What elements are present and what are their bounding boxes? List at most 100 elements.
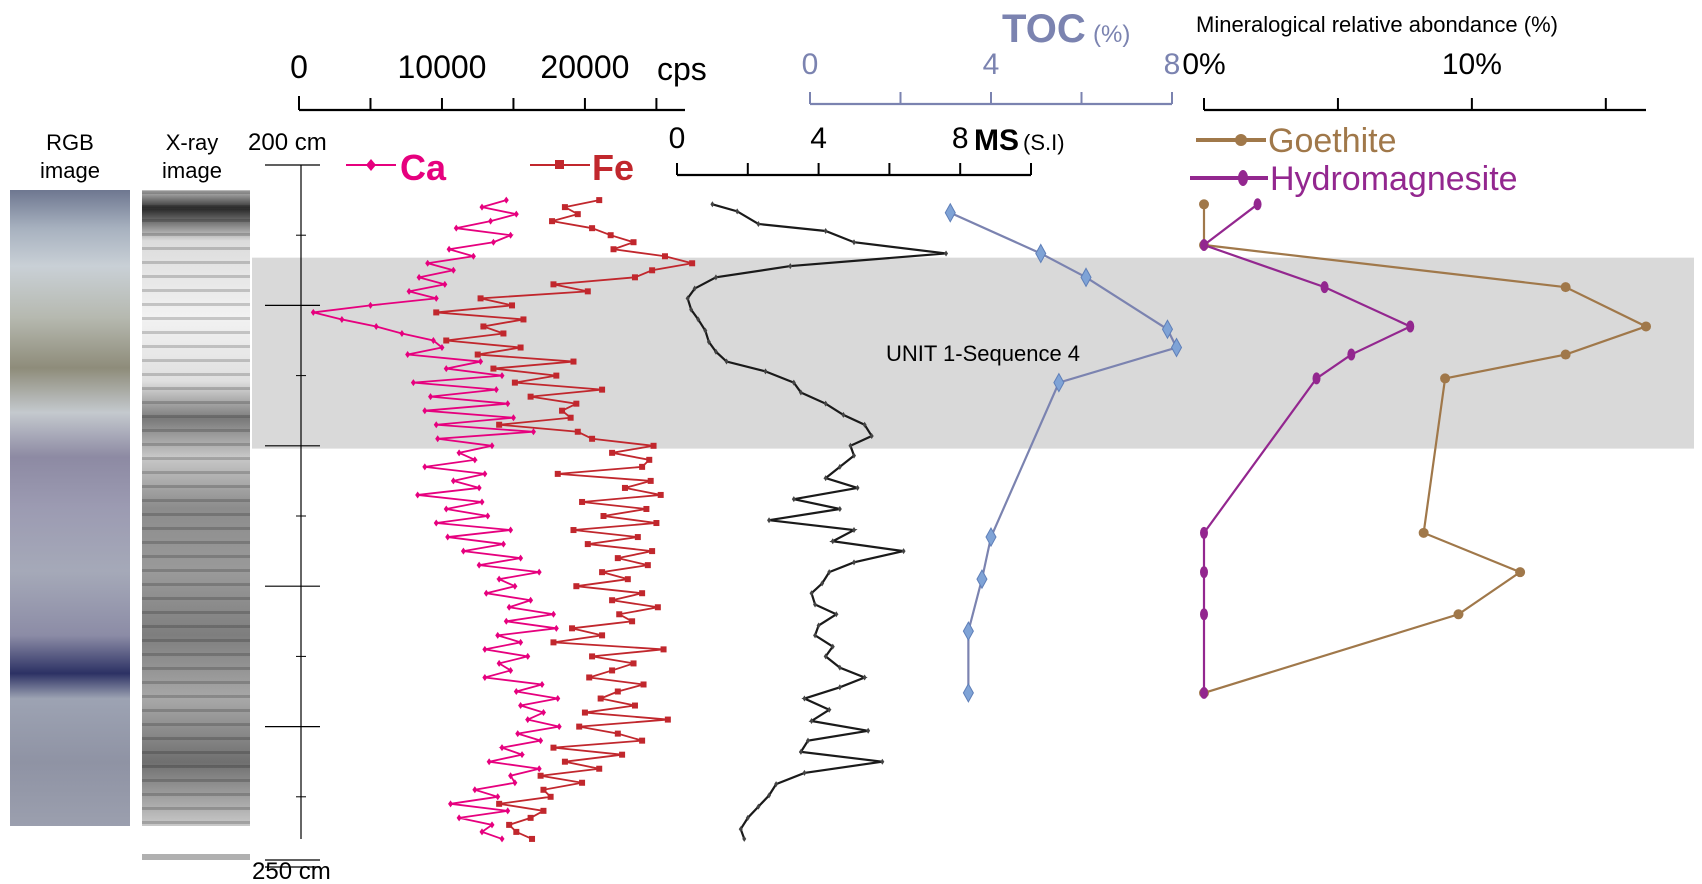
ms-series (685, 201, 949, 842)
ca-point (406, 287, 412, 295)
ca-point (443, 505, 449, 513)
fe-point (550, 281, 557, 288)
fe-point (649, 548, 656, 555)
legend-ca-label: Ca (400, 147, 447, 188)
fe-point (574, 428, 581, 435)
fe-point (589, 435, 596, 442)
hydromagnesite-point (1347, 348, 1356, 361)
ms-point (827, 569, 832, 576)
axis-tick-label: 0 (669, 122, 686, 155)
ca-point (479, 203, 485, 211)
ms-point (816, 622, 821, 629)
ms-point (862, 674, 867, 681)
fe-point (634, 534, 641, 541)
fe-point (500, 330, 507, 337)
ca-point (525, 716, 531, 724)
toc-title: TOC (1002, 7, 1086, 51)
ms-point (837, 505, 842, 512)
ca-point (472, 456, 478, 464)
depth-top-label: 200 cm (248, 129, 327, 156)
ms-point (901, 548, 906, 555)
ca-point (493, 386, 499, 394)
ca-point (518, 554, 524, 562)
fe-point (554, 470, 561, 477)
rgb-label-line1: RGB (46, 130, 94, 155)
fe-point (647, 477, 654, 484)
fe-point (689, 260, 696, 267)
fe-point (496, 800, 503, 807)
fe-point (614, 555, 621, 562)
xrf-unit-label: cps (657, 51, 707, 87)
xrf-series (310, 196, 696, 843)
fe-point (599, 386, 606, 393)
ms-point (798, 748, 803, 755)
ca-point (512, 779, 518, 787)
ms-point (805, 737, 810, 744)
ca-point (470, 252, 476, 260)
fe-point (616, 611, 623, 618)
ca-point (518, 702, 524, 710)
axis-tick-label: 4 (810, 122, 827, 155)
ms-point (802, 769, 807, 776)
fe-point (586, 674, 593, 681)
fe-point (643, 505, 650, 512)
fe-point (559, 407, 566, 414)
fe-point (480, 323, 487, 330)
hydromagnesite-point (1253, 198, 1262, 211)
fe-point (619, 751, 626, 758)
hydromagnesite-point (1320, 281, 1329, 294)
ca-point (536, 765, 542, 773)
ms-point (823, 400, 828, 407)
ms-point (813, 601, 818, 608)
fe-point (599, 569, 606, 576)
legend-fe: Fe (530, 147, 634, 188)
unit-band-label: UNIT 1-Sequence 4 (886, 341, 1080, 366)
fe-point (581, 709, 588, 716)
fe-point (630, 660, 637, 667)
xray-core-banding (142, 190, 250, 826)
ms-point (713, 274, 718, 281)
ms-point (756, 220, 761, 227)
fe-point (570, 358, 577, 365)
ca-point (488, 217, 494, 225)
toc-point (962, 682, 974, 703)
axis-tick-label: 0 (290, 49, 308, 85)
ca-point (433, 519, 439, 527)
ms-point (735, 208, 740, 215)
mineral-line-hydromagnesite (1201, 203, 1413, 693)
ms-point (837, 664, 842, 671)
goethite-point (1560, 282, 1571, 293)
ca-point (499, 835, 505, 843)
ms-axis: 0 4 8 (669, 122, 1032, 177)
ca-point (503, 617, 509, 625)
fe-point (631, 702, 638, 709)
ms-point (869, 432, 874, 439)
ms-point (823, 653, 828, 660)
toc-point (1053, 372, 1065, 393)
hydromagnesite-point (1406, 320, 1415, 333)
toc-point (1080, 267, 1092, 288)
ms-point (798, 389, 803, 396)
ms-point (880, 758, 885, 765)
mineral-title: Mineralogical relative abondance (%) (1196, 12, 1558, 37)
ms-point (809, 717, 814, 724)
ca-point (500, 540, 506, 548)
fe-point (644, 562, 651, 569)
ms-point (756, 803, 761, 810)
fe-point (609, 449, 616, 456)
legend-goethite: Goethite (1196, 122, 1397, 160)
ca-point (416, 273, 422, 281)
xray-core-offcut (142, 854, 250, 860)
ca-point (536, 568, 542, 576)
ca-point (433, 421, 439, 429)
ca-point (482, 673, 488, 681)
ca-point (508, 526, 514, 534)
ms-point (738, 826, 743, 833)
fe-point (474, 351, 481, 358)
ms-point (823, 475, 828, 482)
ca-point (435, 435, 441, 443)
ca-point (478, 358, 484, 366)
fe-point (631, 274, 638, 281)
fe-point (547, 793, 554, 800)
